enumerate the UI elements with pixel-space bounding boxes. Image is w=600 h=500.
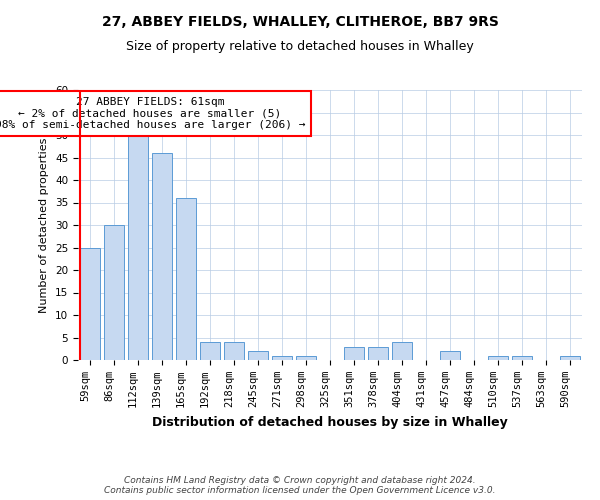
Bar <box>176 198 196 360</box>
Bar <box>368 346 388 360</box>
Bar <box>392 342 412 360</box>
Bar <box>560 356 580 360</box>
Text: 27, ABBEY FIELDS, WHALLEY, CLITHEROE, BB7 9RS: 27, ABBEY FIELDS, WHALLEY, CLITHEROE, BB… <box>101 15 499 29</box>
Bar <box>344 346 364 360</box>
Bar <box>248 351 268 360</box>
Bar <box>200 342 220 360</box>
Bar <box>272 356 292 360</box>
Bar <box>488 356 508 360</box>
Bar <box>128 135 148 360</box>
Bar <box>152 153 172 360</box>
Bar <box>104 225 124 360</box>
Text: 27 ABBEY FIELDS: 61sqm
← 2% of detached houses are smaller (5)
98% of semi-detac: 27 ABBEY FIELDS: 61sqm ← 2% of detached … <box>0 97 305 130</box>
Y-axis label: Number of detached properties: Number of detached properties <box>40 138 49 312</box>
Bar <box>80 248 100 360</box>
Bar <box>440 351 460 360</box>
X-axis label: Distribution of detached houses by size in Whalley: Distribution of detached houses by size … <box>152 416 508 428</box>
Text: Contains HM Land Registry data © Crown copyright and database right 2024.
Contai: Contains HM Land Registry data © Crown c… <box>104 476 496 495</box>
Bar <box>224 342 244 360</box>
Text: Size of property relative to detached houses in Whalley: Size of property relative to detached ho… <box>126 40 474 53</box>
Bar <box>296 356 316 360</box>
Bar <box>512 356 532 360</box>
